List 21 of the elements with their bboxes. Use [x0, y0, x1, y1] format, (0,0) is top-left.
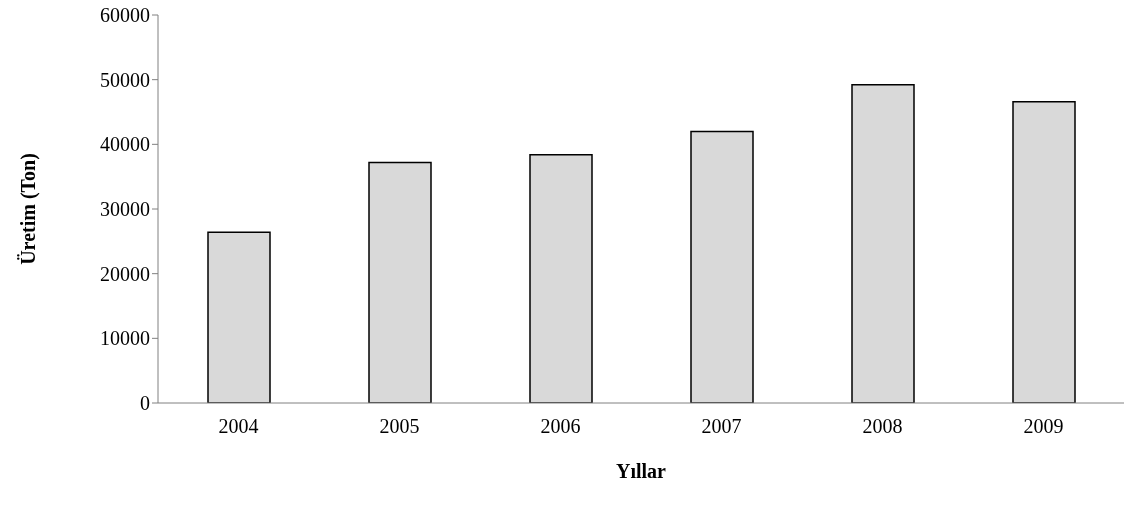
y-tick-label: 30000 — [100, 198, 150, 221]
y-tick-label: 20000 — [100, 262, 150, 285]
x-axis-title: Yıllar — [616, 460, 667, 482]
bar — [368, 161, 432, 403]
y-tick-label: 40000 — [100, 133, 150, 156]
y-tick-label: 60000 — [100, 4, 150, 27]
x-tick-label: 2007 — [701, 415, 742, 438]
y-tick-label: 10000 — [100, 327, 150, 350]
y-tick-label: 0 — [140, 392, 150, 415]
bar — [690, 130, 754, 403]
y-axis-title: Üretim (Ton) — [17, 153, 41, 265]
x-tick-label: 2006 — [540, 415, 581, 438]
bar — [207, 231, 271, 403]
x-tick-label: 2009 — [1023, 415, 1064, 438]
x-tick-label: 2004 — [218, 415, 259, 438]
bar — [529, 153, 593, 403]
bar — [851, 84, 915, 403]
y-tick-label: 50000 — [100, 68, 150, 91]
bar — [1012, 100, 1076, 403]
x-tick-label: 2008 — [862, 415, 903, 438]
x-tick-label: 2005 — [379, 415, 420, 438]
